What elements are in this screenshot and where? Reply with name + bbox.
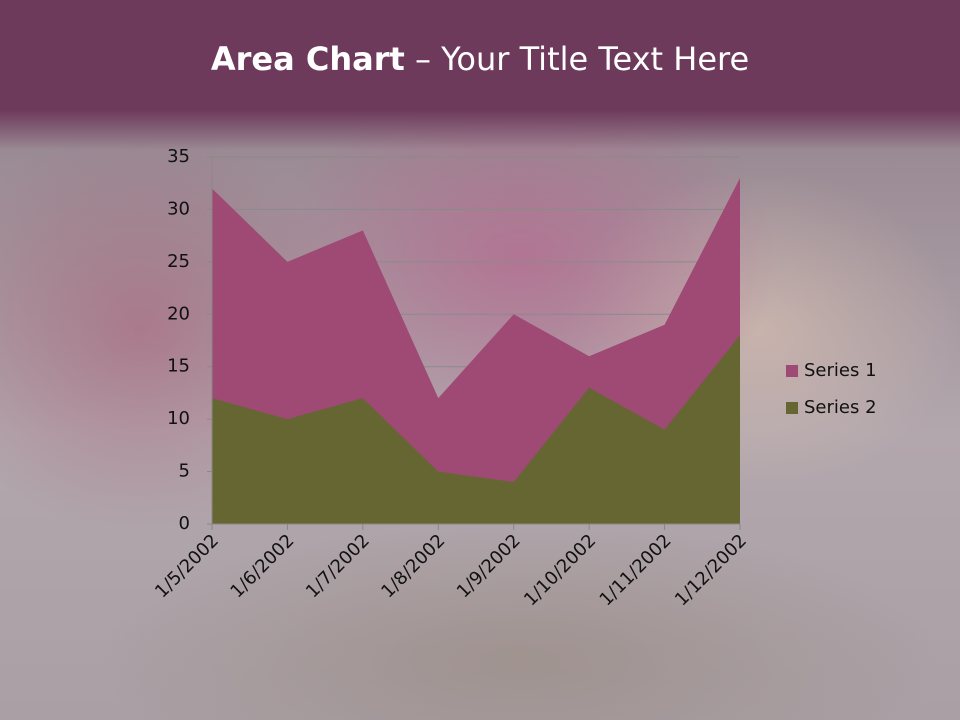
- y-tick-label: 15: [167, 356, 190, 377]
- header-band: [0, 0, 960, 150]
- x-tick-label: 1/6/2002: [226, 530, 298, 602]
- area: [212, 335, 740, 524]
- x-tick-label: 1/5/2002: [151, 530, 223, 602]
- chart-title: Area Chart – Your Title Text Here: [0, 40, 960, 78]
- y-tick-label: 5: [179, 461, 190, 482]
- x-tick-label: 1/8/2002: [377, 530, 449, 602]
- y-tick-label: 10: [167, 408, 190, 429]
- legend-swatch: [786, 402, 798, 414]
- legend-label: Series 1: [804, 360, 877, 381]
- y-tick-label: 35: [167, 146, 190, 167]
- y-tick-label: 30: [167, 198, 190, 219]
- x-tick-label: 1/10/2002: [520, 530, 600, 610]
- legend-swatch: [786, 365, 798, 377]
- x-tick-label: 1/12/2002: [671, 530, 751, 610]
- x-tick-label: 1/11/2002: [596, 530, 676, 610]
- title-bold: Area Chart: [210, 40, 405, 78]
- y-tick-label: 0: [179, 513, 190, 534]
- legend-label: Series 2: [804, 397, 877, 418]
- y-tick-label: 20: [167, 303, 190, 324]
- x-tick-label: 1/9/2002: [453, 530, 525, 602]
- y-tick-label: 25: [167, 251, 190, 272]
- x-tick-label: 1/7/2002: [302, 530, 374, 602]
- title-rest: – Your Title Text Here: [414, 40, 750, 78]
